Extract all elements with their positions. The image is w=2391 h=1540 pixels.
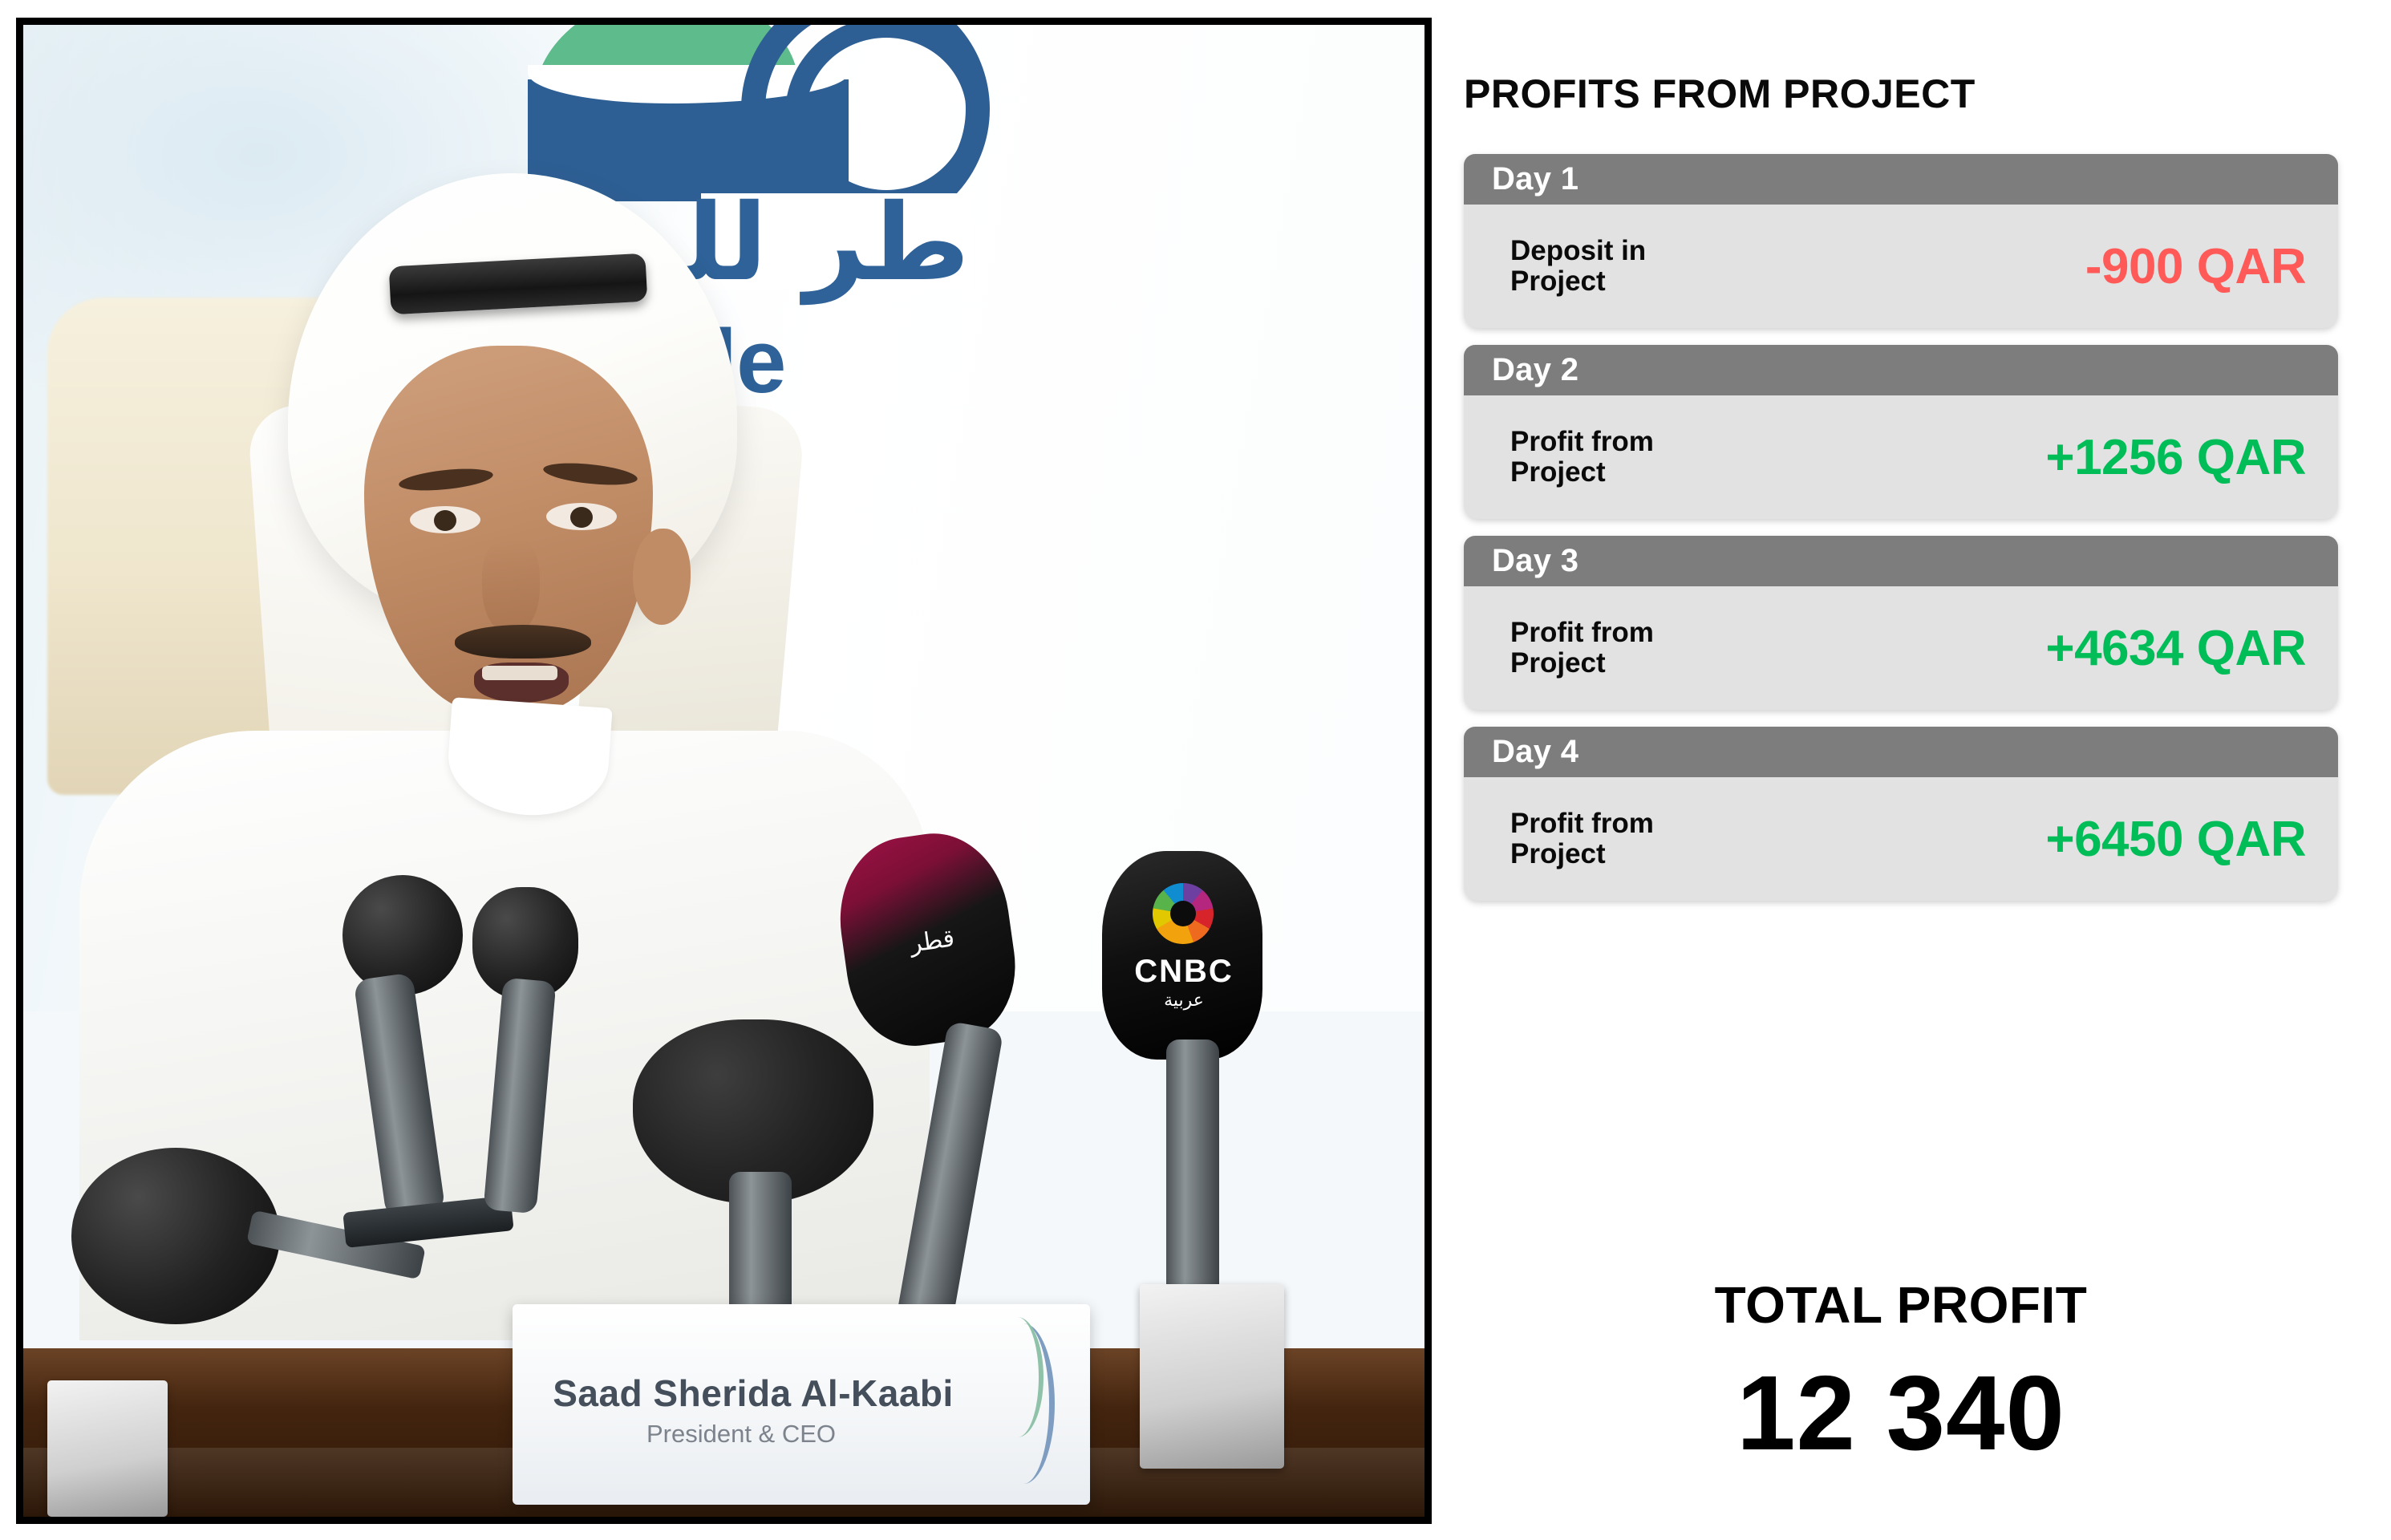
day-card: Day 4 Profit from Project +6450 QAR — [1464, 727, 2338, 901]
nameplate-name: Saad Sherida Al-Kaabi — [553, 1372, 954, 1414]
day-amount: +6450 QAR — [2045, 811, 2306, 867]
total-profit-label: TOTAL PROFIT — [1714, 1276, 2088, 1334]
audio-recorder-right — [1140, 1284, 1284, 1469]
day-card: Day 2 Profit from Project +1256 QAR — [1464, 345, 2338, 519]
day-card-header: Day 1 — [1464, 154, 2338, 205]
day-card-body: Profit from Project +1256 QAR — [1464, 395, 2338, 519]
day-amount: +4634 QAR — [2045, 620, 2306, 676]
day-card-body: Profit from Project +6450 QAR — [1464, 777, 2338, 901]
day-amount: +1256 QAR — [2045, 429, 2306, 485]
day-description: Deposit in Project — [1510, 234, 1647, 297]
day-card-header: Day 3 — [1464, 536, 2338, 586]
day-label: Day 3 — [1492, 543, 1579, 578]
face — [364, 346, 653, 715]
speaker-nameplate: Saad Sherida Al-Kaabi President & CEO — [513, 1304, 1090, 1505]
day-card-header: Day 4 — [1464, 727, 2338, 777]
page-title: PROFITS FROM PROJECT — [1464, 71, 1976, 116]
press-conference-photo: طر للبترول r Petrole — [16, 18, 1432, 1524]
day-card-header: Day 2 — [1464, 345, 2338, 395]
day-label: Day 1 — [1492, 161, 1579, 197]
audio-recorder-left — [47, 1380, 168, 1517]
day-cards-list: Day 1 Deposit in Project -900 QAR Day 2 Prof… — [1464, 154, 2338, 918]
cnbc-arabic-label: عربية — [1164, 991, 1204, 1011]
total-profit-value: 12 340 — [1737, 1354, 2065, 1472]
day-amount: -900 QAR — [2085, 238, 2307, 294]
total-profit-block: TOTAL PROFIT 12 340 — [1464, 1275, 2338, 1473]
day-description: Profit from Project — [1510, 616, 1654, 679]
day-label: Day 4 — [1492, 734, 1579, 769]
day-label: Day 2 — [1492, 352, 1579, 387]
day-card: Day 1 Deposit in Project -900 QAR — [1464, 154, 2338, 328]
day-card-body: Profit from Project +4634 QAR — [1464, 586, 2338, 710]
day-description: Profit from Project — [1510, 807, 1654, 869]
day-card: Day 3 Profit from Project +4634 QAR — [1464, 536, 2338, 710]
photo-content: طر للبترول r Petrole — [23, 25, 1424, 1517]
day-description: Profit from Project — [1510, 425, 1654, 488]
day-card-body: Deposit in Project -900 QAR — [1464, 205, 2338, 328]
nameplate-role: President & CEO — [646, 1420, 837, 1448]
profits-panel: PROFITS FROM PROJECT Day 1 Deposit in Pro… — [1464, 0, 2362, 1540]
cnbc-label: CNBC — [1134, 954, 1234, 989]
